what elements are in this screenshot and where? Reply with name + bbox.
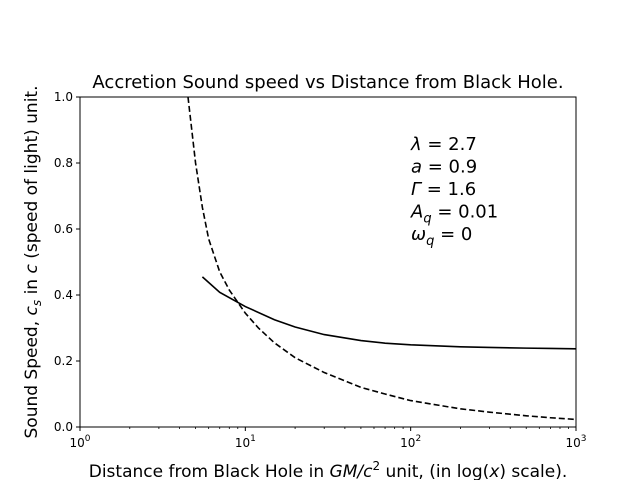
x-tick-label: 101 (235, 434, 256, 450)
y-tick-label: 0.6 (54, 222, 73, 236)
plot-frame (79, 96, 577, 428)
y-tick-label: 0.4 (54, 288, 73, 302)
x-axis-label: Distance from Black Hole in GM/c2 unit, … (89, 459, 568, 480)
y-tick-label: 0.8 (54, 156, 73, 170)
x-tick-label: 103 (565, 434, 586, 450)
x-tick-label: 102 (400, 434, 421, 450)
y-tick-label: 0.0 (54, 420, 73, 434)
annotation-line: ωq = 0 (411, 224, 472, 249)
y-tick-label: 0.2 (54, 354, 73, 368)
series-line-solid-0 (201, 276, 576, 350)
x-tick-label: 100 (69, 434, 90, 450)
annotation-line: a = 0.9 (411, 157, 477, 178)
chart-title: Accretion Sound speed vs Distance from B… (92, 72, 563, 93)
annotation-line: λ = 2.7 (410, 134, 477, 155)
y-tick-label: 1.0 (54, 90, 73, 104)
y-axis-label: Sound Speed, cs in c (speed of light) un… (22, 86, 44, 439)
annotation-line: Aq = 0.01 (410, 202, 498, 227)
series-layer (187, 97, 576, 421)
annotation-line: Γ = 1.6 (411, 179, 476, 200)
series-line-dashed-1 (187, 97, 576, 421)
